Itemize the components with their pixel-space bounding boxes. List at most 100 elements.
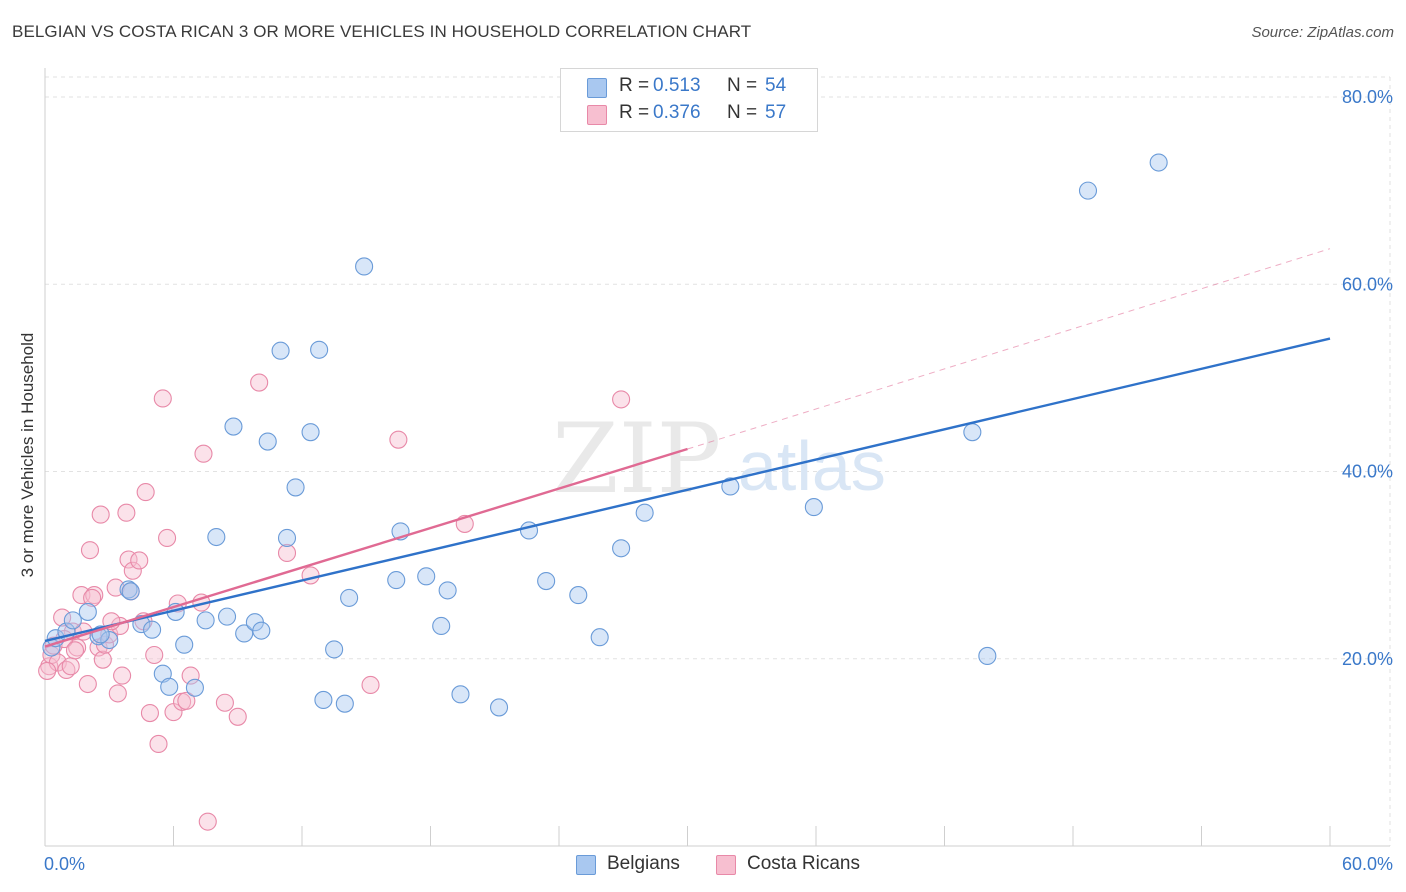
trend-line-belgians <box>44 337 1331 643</box>
point-belgians <box>721 477 740 496</box>
y-axis-label: 3 or more Vehicles in Household <box>18 332 37 578</box>
point-belgians <box>301 423 320 442</box>
point-costa-ricans <box>158 528 177 548</box>
point-belgians <box>153 664 172 683</box>
point-belgians <box>314 690 333 709</box>
y-tick-label: 80.0% <box>1342 87 1393 107</box>
point-belgians <box>143 620 162 639</box>
point-costa-ricans <box>181 666 200 685</box>
legend-n-value: 57 <box>765 102 787 123</box>
point-costa-ricans <box>85 586 104 605</box>
point-belgians <box>438 581 457 600</box>
chart-title: BELGIAN VS COSTA RICAN 3 OR MORE VEHICLE… <box>12 22 752 41</box>
legend-label-belgians: Belgians <box>607 853 680 874</box>
point-costa-ricans <box>108 684 127 703</box>
point-belgians <box>978 646 997 665</box>
y-tick-label: 60.0% <box>1342 274 1393 294</box>
point-costa-ricans <box>198 812 217 831</box>
legend-label-costa-ricans: Costa Ricans <box>747 853 860 874</box>
point-costa-ricans <box>612 390 631 409</box>
point-belgians <box>804 498 823 517</box>
point-costa-ricans <box>361 675 380 695</box>
correlation-legend: R = 0.513 N = 54 R = 0.376 N = 57 <box>560 68 818 132</box>
trend-line-costa-ricans <box>44 447 688 648</box>
point-costa-ricans <box>228 707 247 726</box>
point-costa-ricans <box>215 693 234 712</box>
point-costa-ricans <box>177 691 196 710</box>
watermark-zip: ZIP <box>552 403 721 515</box>
legend-n-value: 54 <box>765 75 787 96</box>
point-belgians <box>432 616 451 636</box>
point-belgians <box>78 602 97 621</box>
data-points <box>38 153 1168 831</box>
y-tick-label: 20.0% <box>1342 649 1393 669</box>
point-belgians <box>1078 181 1098 200</box>
legend-swatch-costa-ricans <box>716 855 736 875</box>
trend-extension-costa-ricans <box>687 248 1331 450</box>
point-belgians <box>635 503 654 522</box>
point-belgians <box>160 677 179 696</box>
point-belgians <box>185 678 204 697</box>
point-costa-ricans <box>194 444 213 463</box>
point-belgians <box>235 624 254 643</box>
point-costa-ricans <box>38 661 57 680</box>
legend-n-label: N = <box>727 75 758 96</box>
x-tick-label: 0.0% <box>44 854 85 874</box>
point-belgians <box>355 257 374 276</box>
y-axis-label-wrap: 3 or more Vehicles in Household <box>18 0 38 892</box>
x-tick-label: 60.0% <box>1342 854 1393 874</box>
point-costa-ricans <box>61 657 80 676</box>
point-belgians <box>224 417 243 436</box>
watermark: ZIP atlas <box>552 403 886 515</box>
point-belgians <box>258 432 277 451</box>
point-belgians <box>340 588 359 607</box>
y-tick-label: 40.0% <box>1342 462 1393 482</box>
point-belgians <box>63 611 82 630</box>
point-costa-ricans <box>140 704 159 723</box>
point-costa-ricans <box>389 430 408 449</box>
point-belgians <box>277 528 297 548</box>
point-belgians <box>451 685 470 704</box>
legend-r-label: R = <box>619 75 650 96</box>
trend-lines <box>44 248 1331 648</box>
point-belgians <box>196 611 215 630</box>
point-costa-ricans <box>83 588 102 607</box>
point-costa-ricans <box>80 541 100 560</box>
point-costa-ricans <box>68 638 87 657</box>
point-costa-ricans <box>123 561 142 580</box>
axes <box>44 68 1390 847</box>
chart-source: Source: ZipAtlas.com <box>1251 24 1394 41</box>
point-costa-ricans <box>40 657 59 676</box>
point-belgians <box>537 571 556 591</box>
point-belgians <box>207 527 226 547</box>
tick-labels: 20.0% 40.0% 60.0% 80.0% 0.0% 60.0% <box>44 87 1393 874</box>
point-belgians <box>310 340 329 359</box>
point-costa-ricans <box>136 483 155 502</box>
point-costa-ricans <box>145 645 164 665</box>
point-belgians <box>569 586 588 605</box>
legend-swatch-costa-ricans <box>587 105 607 125</box>
point-belgians <box>612 539 631 558</box>
point-belgians <box>417 567 436 586</box>
point-costa-ricans <box>130 551 149 570</box>
point-belgians <box>175 635 194 654</box>
point-belgians <box>1149 153 1168 172</box>
point-costa-ricans <box>93 650 112 669</box>
point-costa-ricans <box>53 608 72 627</box>
point-costa-ricans <box>65 641 85 660</box>
point-belgians <box>286 478 305 497</box>
watermark-atlas: atlas <box>738 427 886 505</box>
legend-r-value: 0.513 <box>653 75 701 96</box>
legend-r-label: R = <box>619 102 650 123</box>
point-belgians <box>252 621 271 640</box>
legend-n-label: N = <box>727 102 758 123</box>
point-costa-ricans <box>78 674 97 694</box>
point-belgians <box>963 423 982 442</box>
point-belgians <box>325 640 344 659</box>
point-belgians <box>387 571 406 590</box>
legend-swatch-belgians <box>587 78 607 98</box>
point-costa-ricans <box>301 566 320 585</box>
point-belgians <box>335 694 354 713</box>
point-costa-ricans <box>277 543 297 563</box>
